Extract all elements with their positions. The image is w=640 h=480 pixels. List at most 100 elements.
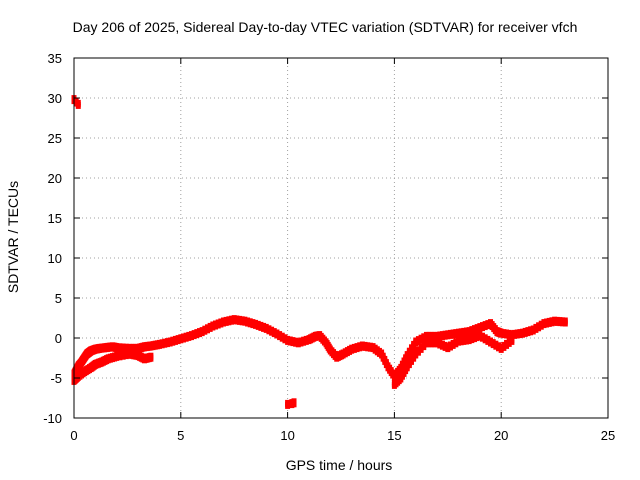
axis-ticks: 0 5 10 15 20 25 -10 -5 0 5 10 15 20 25 30 35 (43, 51, 615, 443)
data-point (172, 335, 178, 341)
plot-frame (73, 57, 609, 419)
data-point (295, 338, 301, 344)
data-point (383, 359, 389, 365)
data-point (466, 327, 472, 333)
data-point (477, 323, 483, 329)
x-tick-label: 15 (387, 428, 401, 443)
data-point (447, 329, 453, 335)
y-tick-label: 30 (48, 91, 62, 106)
data-point (455, 328, 461, 334)
data-point (418, 334, 424, 340)
x-axis-label: GPS time / hours (286, 457, 393, 473)
x-tick-label: 25 (601, 428, 615, 443)
data-point (413, 337, 419, 343)
data-point (303, 335, 309, 341)
data-point (472, 325, 477, 331)
data-point (263, 323, 269, 329)
data-point (504, 339, 510, 345)
data-point (164, 338, 170, 344)
data-point (437, 339, 443, 345)
data-point (178, 334, 184, 340)
data-point (415, 336, 421, 342)
data-point (354, 343, 360, 349)
data-point (269, 326, 275, 332)
data-point (509, 330, 515, 336)
data-point (167, 337, 173, 343)
data-point (426, 331, 432, 337)
data-point (223, 316, 229, 322)
data-point (463, 335, 469, 341)
data-point (277, 331, 283, 337)
data-point (291, 398, 297, 404)
grid-lines (74, 58, 608, 418)
data-point (549, 317, 555, 323)
data-point (357, 342, 363, 348)
data-point (447, 341, 453, 347)
data-point (439, 340, 445, 346)
data-point (533, 323, 539, 329)
x-tick-label: 20 (494, 428, 508, 443)
chart-title: Day 206 of 2025, Sidereal Day-to-day VTE… (73, 19, 578, 35)
data-point (279, 332, 285, 338)
data-point (221, 317, 227, 323)
data-point (474, 332, 480, 338)
data-point (528, 326, 534, 332)
data-point (349, 344, 355, 350)
data-point (461, 327, 467, 333)
data-point (552, 316, 558, 322)
data-point (285, 399, 291, 405)
data-point (162, 338, 168, 344)
data-point (504, 329, 510, 335)
data-point (298, 337, 304, 343)
data-point (501, 329, 507, 335)
data-point (434, 331, 440, 337)
y-tick-label: 15 (48, 211, 62, 226)
data-point (382, 355, 388, 361)
data-point (450, 329, 456, 335)
data-point (231, 315, 237, 321)
data-point (362, 341, 368, 347)
data-point (418, 343, 424, 349)
data-point (506, 329, 512, 335)
data-point (266, 325, 272, 331)
data-point (512, 329, 518, 335)
data-point (538, 320, 544, 326)
data-point (450, 339, 456, 345)
data-point (202, 325, 208, 331)
data-point (215, 319, 221, 325)
y-tick-label: 0 (55, 331, 62, 346)
data-point (520, 328, 526, 334)
data-point (183, 332, 189, 338)
data-point (380, 352, 386, 358)
y-tick-label: -10 (43, 411, 62, 426)
data-point (490, 339, 496, 345)
data-point (463, 327, 469, 333)
data-point (458, 336, 464, 342)
data-point (351, 343, 357, 349)
data-point (488, 337, 494, 343)
data-point (226, 316, 232, 322)
data-point (415, 346, 421, 352)
data-point (367, 342, 373, 348)
data-point (482, 321, 488, 327)
data-point (514, 329, 520, 335)
data-point (421, 341, 427, 347)
data-point (159, 339, 165, 345)
data-point (120, 350, 126, 356)
x-tick-label: 5 (177, 428, 184, 443)
data-point (421, 333, 427, 339)
data-point (541, 319, 547, 325)
data-point (156, 339, 162, 345)
data-point (453, 329, 459, 335)
data-point (522, 327, 528, 333)
data-point (205, 324, 210, 330)
data-point (442, 330, 448, 336)
data-point (557, 317, 563, 323)
data-point (290, 337, 296, 343)
data-point (466, 335, 472, 341)
y-tick-label: 10 (48, 251, 62, 266)
data-point (429, 338, 435, 344)
data-point (485, 335, 491, 341)
data-point (247, 318, 253, 324)
